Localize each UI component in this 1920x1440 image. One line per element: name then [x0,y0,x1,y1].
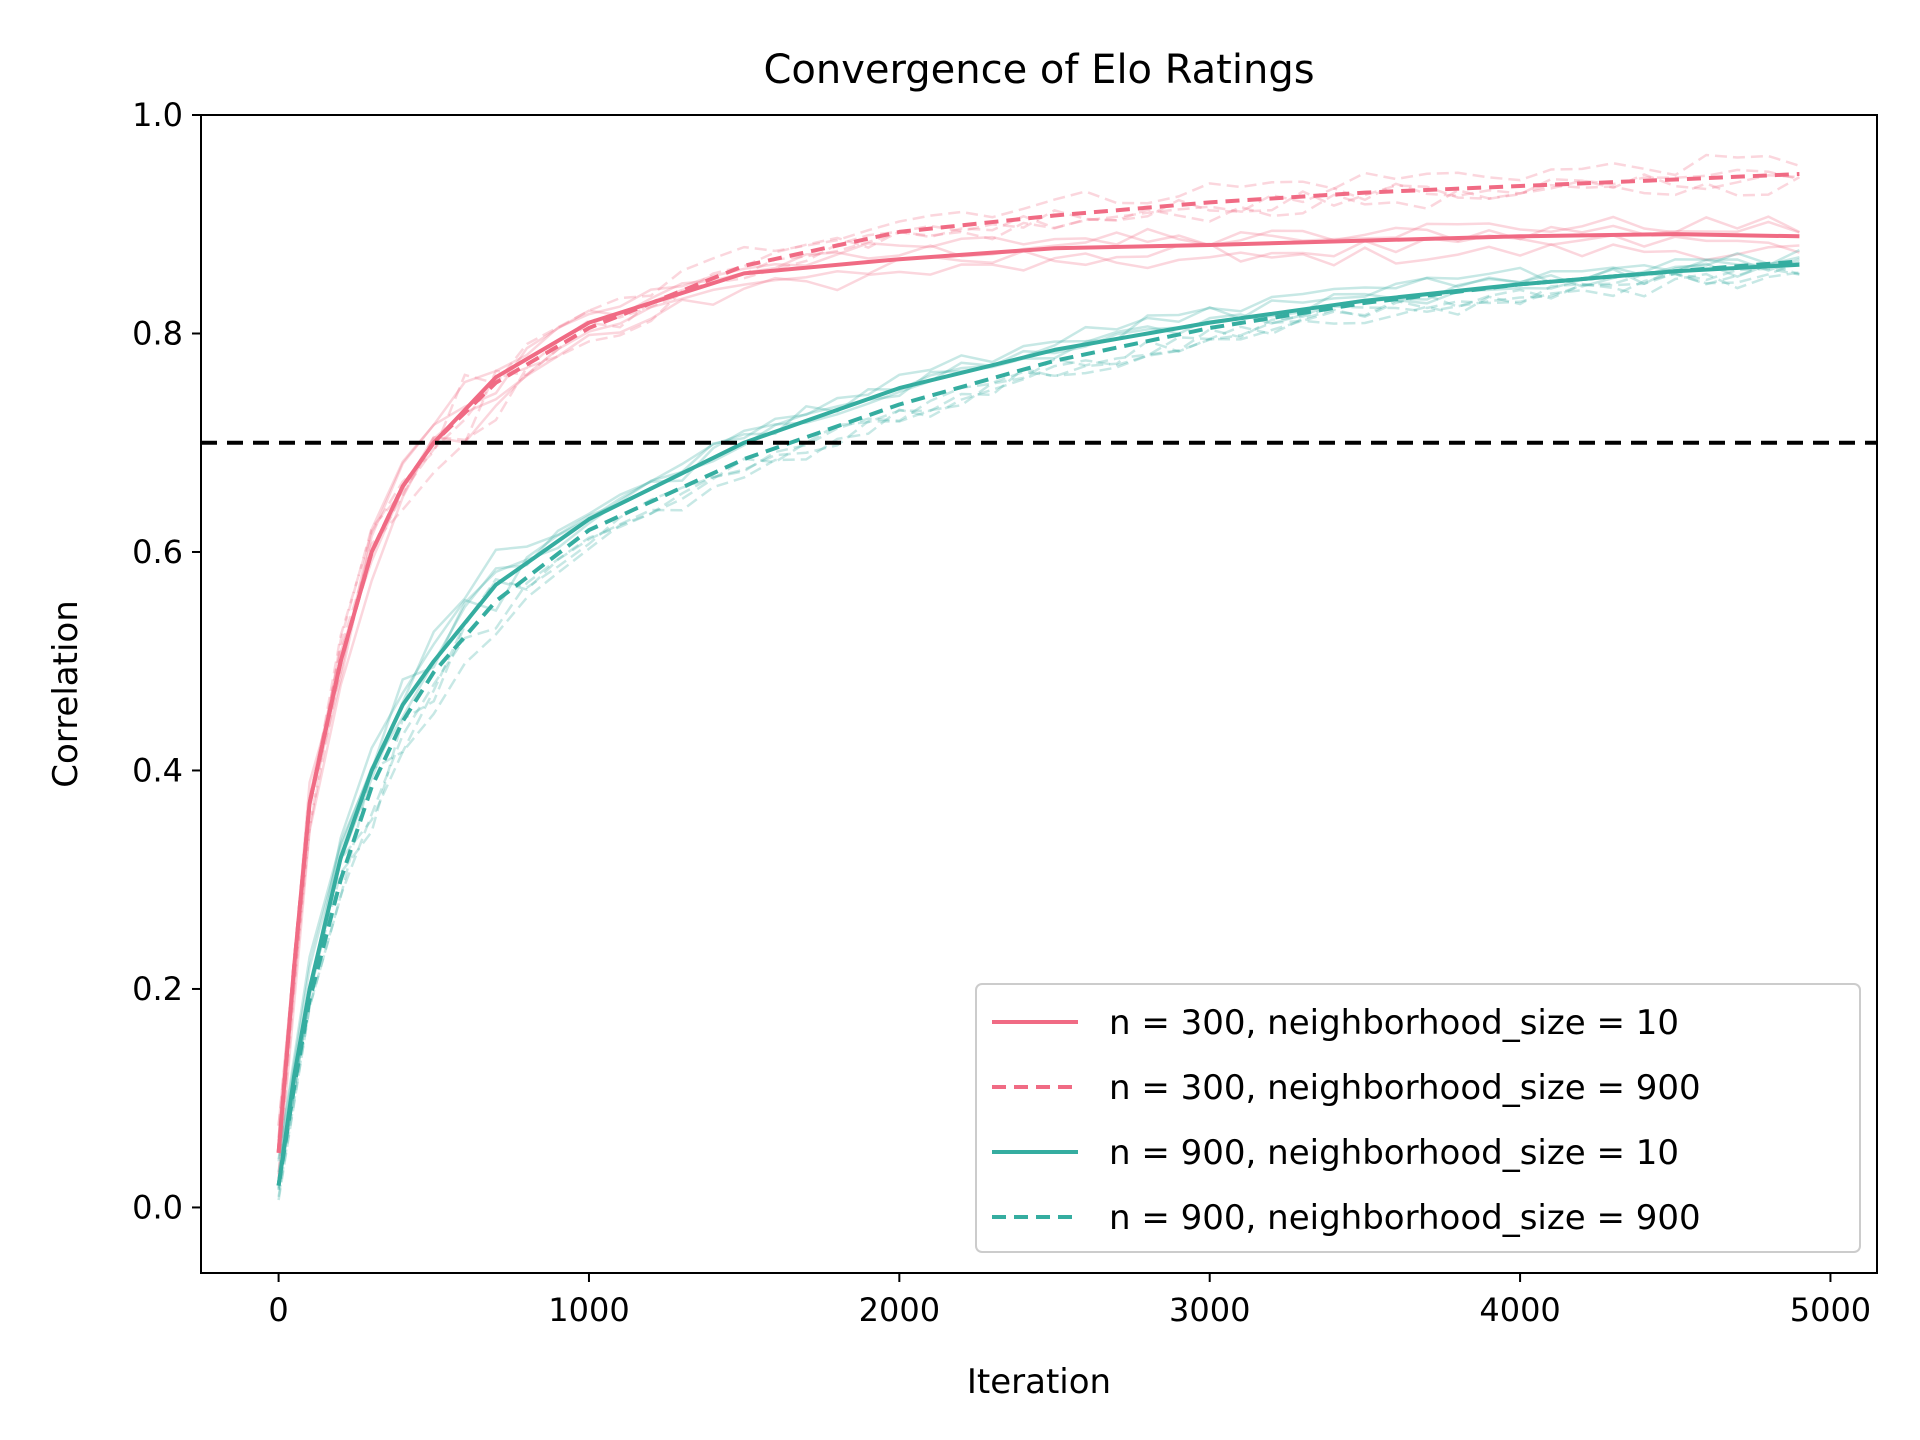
y-tick-label: 0.6 [132,533,183,571]
y-axis: 0.0 0.2 0.4 0.6 0.8 1.0 [132,96,201,1226]
y-tick-label: 0.4 [132,751,183,789]
replicate-line-3-1 [277,251,1800,1189]
x-axis: 0 1000 2000 3000 4000 5000 [268,1273,1871,1329]
replicate-line-4-2 [277,263,1800,1173]
legend-label-3: n = 900, neighborhood_size = 10 [1109,1133,1679,1173]
plot-frame [200,114,1878,1274]
y-tick-label: 0.2 [132,970,183,1008]
x-axis-label: Iteration [967,1362,1111,1402]
series-lines [276,172,1800,1186]
x-tick-label: 4000 [1479,1291,1560,1329]
x-tick-label: 5000 [1790,1291,1871,1329]
legend-label-4: n = 900, neighborhood_size = 900 [1109,1198,1701,1238]
legend-items: n = 300, neighborhood_size = 10 n = 300, … [992,1003,1701,1238]
y-tick-label: 0.8 [132,314,183,352]
replicate-line-4-3 [277,267,1800,1198]
legend-label-1: n = 300, neighborhood_size = 10 [1109,1003,1679,1043]
legend-label-2: n = 300, neighborhood_size = 900 [1109,1068,1701,1108]
y-tick-label: 0.0 [132,1188,183,1226]
replicate-line-1-3 [277,215,1800,1139]
x-tick-label: 2000 [859,1291,940,1329]
series-line-2 [276,172,1800,1153]
replicate-line-2-3 [277,173,1800,1138]
replicate-line-4-4 [277,271,1800,1190]
x-tick-label: 0 [268,1291,288,1329]
replicate-line-1-2 [277,243,1800,1178]
y-axis-label: Correlation [46,600,86,787]
legend-box [975,983,1861,1253]
legend: n = 300, neighborhood_size = 10 n = 300, … [975,983,1861,1253]
replicate-line-1-1 [277,220,1800,1150]
chart-title: Convergence of Elo Ratings [763,47,1314,93]
series-line-4 [276,259,1800,1186]
replicate-line-1-4 [277,234,1800,1126]
x-tick-label: 3000 [1169,1291,1250,1329]
replicate-line-4-1 [277,260,1800,1201]
y-tick-label: 1.0 [132,96,183,134]
replicate-line-2-1 [277,153,1800,1175]
x-tick-label: 1000 [548,1291,629,1329]
replicate-line-2-2 [277,176,1801,1127]
